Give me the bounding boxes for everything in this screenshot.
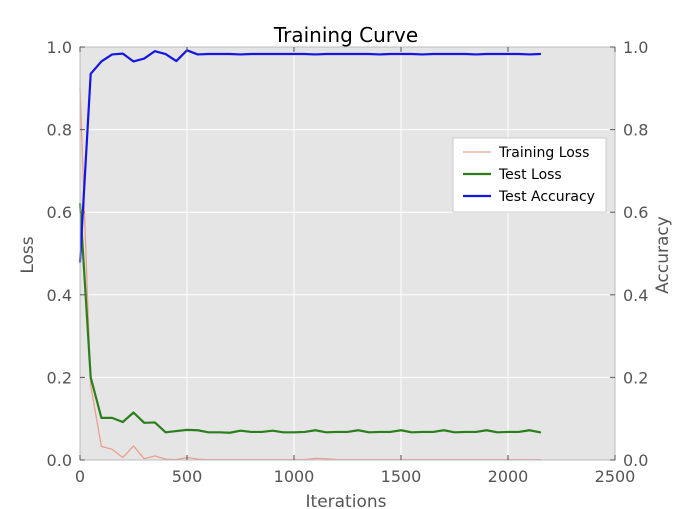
- x-tick-label: 2500: [595, 467, 636, 486]
- plot-area: [80, 47, 615, 460]
- y-tick-label: 0.6: [47, 203, 72, 222]
- y-tick-label: 0.4: [47, 286, 72, 305]
- y2-tick-label: 1.0: [623, 38, 648, 57]
- chart-title: Training Curve: [273, 23, 418, 47]
- legend-label: Test Loss: [498, 167, 562, 183]
- plot-frame: [79, 46, 616, 461]
- legend-label: Training Loss: [498, 145, 589, 161]
- x-tick-label: 500: [172, 467, 203, 486]
- y2-tick-label: 0.2: [623, 368, 648, 387]
- y2-tick-label: 0.0: [623, 451, 648, 470]
- y2-tick-label: 0.4: [623, 286, 648, 305]
- y-tick-label: 0.8: [47, 121, 72, 140]
- tick-labels: 0 500 1000 1500 2000 25000.00.20.40.60.81.00.…: [47, 38, 649, 486]
- y-tick-label: 1.0: [47, 38, 72, 57]
- x-axis-label: Iterations: [306, 492, 387, 509]
- series-line-test-loss: [78, 202, 542, 434]
- y-axis-label: Loss: [18, 236, 38, 273]
- legend: Training Loss Test Loss Test Accuracy: [452, 137, 607, 213]
- legend-label: Test Accuracy: [498, 189, 595, 205]
- y2-tick-label: 0.8: [623, 121, 648, 140]
- x-tick-label: 2000: [488, 467, 529, 486]
- y2-axis-label: Accuracy: [653, 216, 673, 294]
- series-line-test-accuracy: [78, 49, 542, 263]
- y2-tick-label: 0.6: [623, 203, 648, 222]
- x-tick-label: 0: [75, 467, 85, 486]
- y-tick-label: 0.2: [47, 368, 72, 387]
- y-tick-label: 0.0: [47, 451, 72, 470]
- x-tick-label: 1000: [274, 467, 315, 486]
- x-tick-label: 1500: [381, 467, 422, 486]
